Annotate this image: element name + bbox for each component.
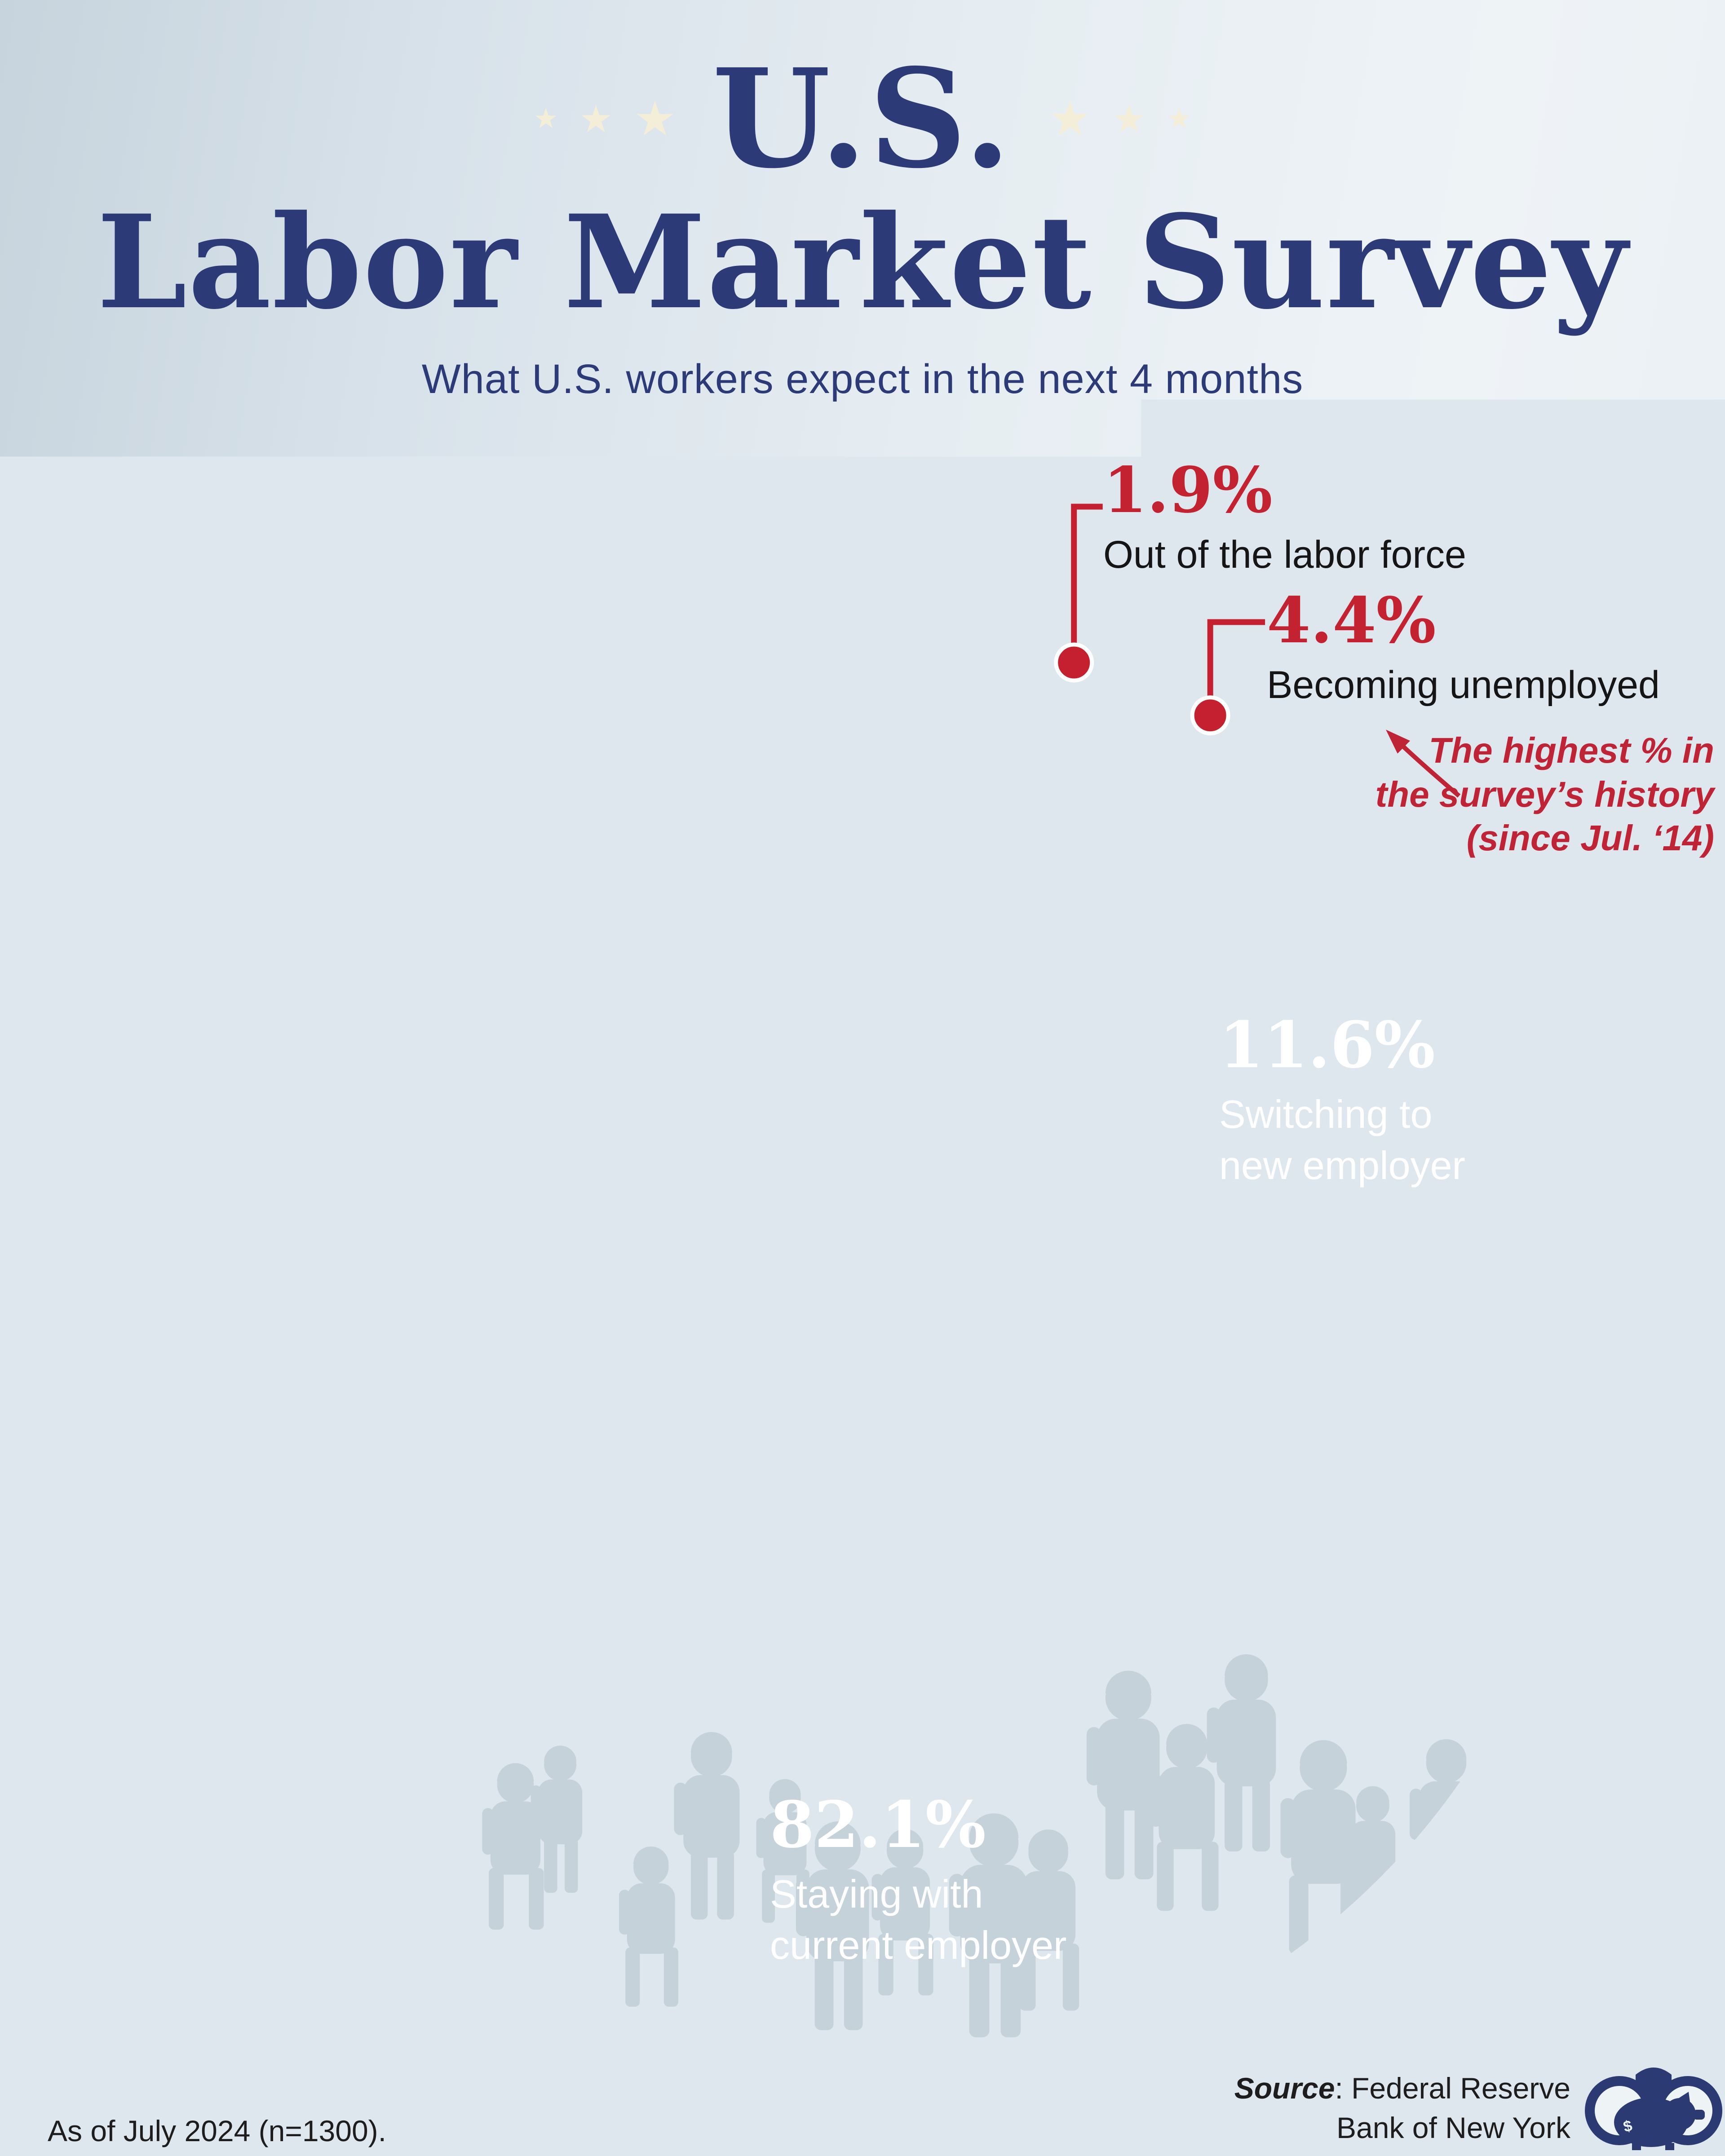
stars-left: ★ ★ ★ xyxy=(533,95,676,143)
slice-value: 11.6% xyxy=(1219,1013,1465,1077)
stars-right: ★ ★ ★ xyxy=(1049,95,1192,143)
page-title-line2: Labor Market Survey xyxy=(0,196,1725,329)
header: ★ ★ ★ U.S. ★ ★ ★ Labor Market Survey Wha… xyxy=(0,49,1725,403)
slice-label-line: current employer xyxy=(770,1920,1066,1971)
star-icon: ★ xyxy=(579,100,613,138)
source-label: Source xyxy=(1234,2072,1335,2105)
star-icon: ★ xyxy=(1049,95,1092,143)
page-title-line1: U.S. xyxy=(712,49,1013,190)
callout-value: 4.4% xyxy=(1267,589,1660,652)
slice-label-line: Staying with xyxy=(770,1869,1066,1920)
visual-capitalist-logo: $ xyxy=(1585,2058,1722,2156)
annotation-highest-percent: The highest % in the survey’s history (s… xyxy=(1376,729,1714,860)
source-text-line2: Bank of New York xyxy=(1234,2108,1570,2148)
annotation-line: the survey’s history xyxy=(1376,773,1714,817)
source-credit: Source: Federal Reserve Bank of New York xyxy=(1234,2069,1570,2148)
slice-value: 82.1% xyxy=(770,1793,1066,1857)
label-staying-with-current-employer: 82.1% Staying with current employer xyxy=(770,1793,1066,1971)
slice-label-line: new employer xyxy=(1219,1140,1465,1191)
annotation-line: The highest % in xyxy=(1376,729,1714,773)
slice-dot xyxy=(1192,698,1228,733)
callout-label: Out of the labor force xyxy=(1103,534,1466,576)
star-icon: ★ xyxy=(633,95,676,143)
source-text: : Federal Reserve xyxy=(1335,2072,1570,2105)
star-icon: ★ xyxy=(1167,105,1192,133)
callout-becoming-unemployed: 4.4% Becoming unemployed xyxy=(1267,589,1660,707)
slice-dot xyxy=(1056,645,1092,680)
infographic-us-labor-market-survey: ★ ★ ★ U.S. ★ ★ ★ Labor Market Survey Wha… xyxy=(0,0,1725,2156)
star-icon: ★ xyxy=(1112,100,1146,138)
callout-label: Becoming unemployed xyxy=(1267,664,1660,707)
annotation-line: (since Jul. ‘14) xyxy=(1376,816,1714,860)
callout-value: 1.9% xyxy=(1103,459,1466,522)
footnote: As of July 2024 (n=1300). xyxy=(48,2114,386,2148)
star-icon: ★ xyxy=(533,105,558,133)
callout-out-of-labor-force: 1.9% Out of the labor force xyxy=(1103,459,1466,576)
slice-label-line: Switching to xyxy=(1219,1089,1465,1140)
page-subtitle: What U.S. workers expect in the next 4 m… xyxy=(0,356,1725,403)
label-switching-to-new-employer: 11.6% Switching to new employer xyxy=(1219,1013,1465,1192)
